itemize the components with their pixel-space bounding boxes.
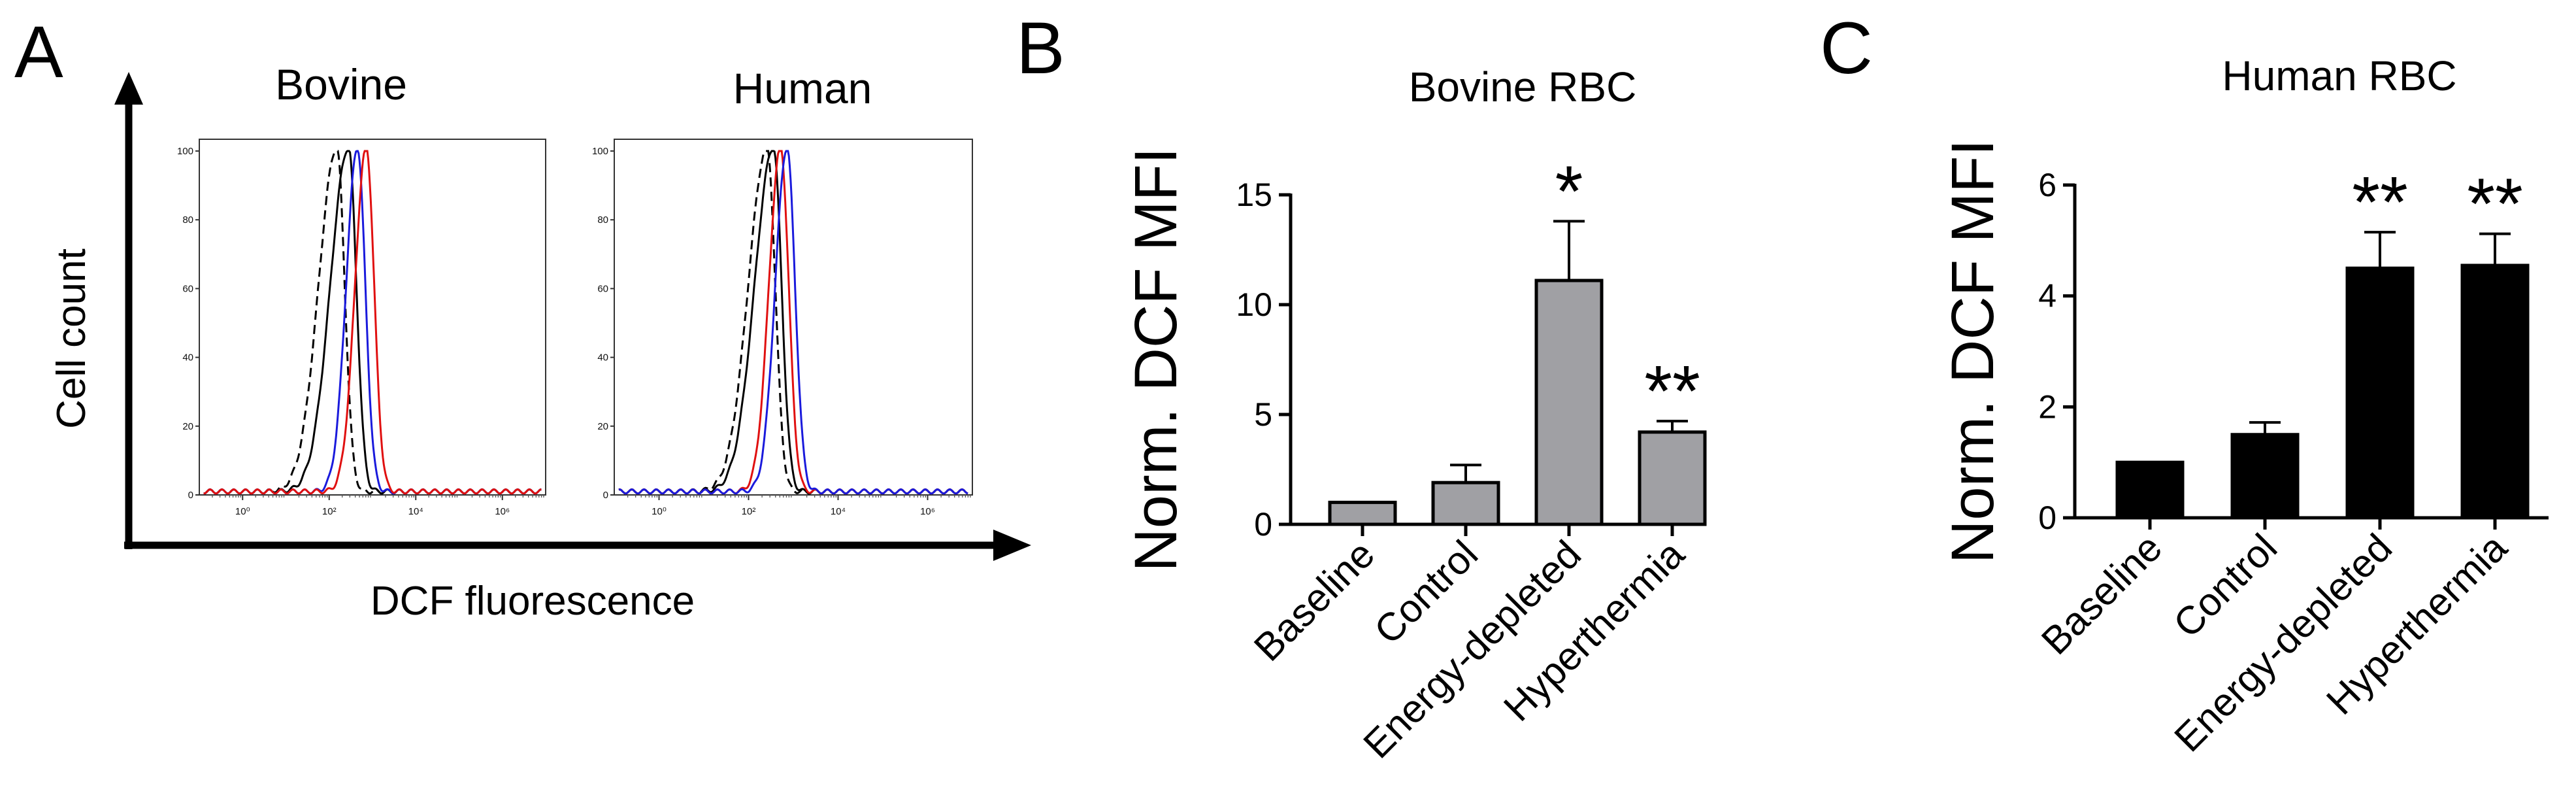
x-tick-label: 10⁴ <box>831 506 846 517</box>
y-axis-label: Norm. DCF MFI <box>1940 139 2006 564</box>
x-tick-label: 10⁴ <box>408 506 423 517</box>
bar-energy-depleted <box>1534 279 1604 526</box>
bar-control <box>1431 481 1500 526</box>
histogram-curve-blue <box>618 150 968 495</box>
panel-a-title-bovine: Bovine <box>275 60 407 109</box>
y-tick-label: 0 <box>603 490 608 501</box>
panel-a-y-axis-label: Cell count <box>49 248 94 429</box>
x-tick-label: 10⁰ <box>235 506 250 517</box>
bar-hyperthermia <box>1638 430 1707 526</box>
y-tick-label: 60 <box>597 283 608 294</box>
y-tick-label: 10 <box>1236 286 1272 323</box>
y-tick-label: 0 <box>1254 506 1272 543</box>
significance-marker: ** <box>1644 351 1700 431</box>
chart-title: Human RBC <box>2222 52 2456 99</box>
chart-title: Bovine RBC <box>1409 63 1637 110</box>
category-label: Baseline <box>1246 532 1383 669</box>
y-tick-label: 80 <box>182 214 193 226</box>
x-tick-label: 10⁶ <box>920 506 935 517</box>
x-tick-label: 10² <box>322 506 337 517</box>
category-label: Baseline <box>2033 526 2170 663</box>
bar-baseline <box>2115 460 2185 520</box>
y-tick-label: 6 <box>2038 167 2056 203</box>
histogram-frame <box>614 139 973 496</box>
y-axis-label: Norm. DCF MFI <box>1123 147 1189 571</box>
category-label: Hyperthermia <box>1495 532 1693 729</box>
histogram-curve-red <box>203 150 542 495</box>
x-tick-label: 10² <box>742 506 756 517</box>
panel-a-axes <box>114 72 1031 561</box>
y-tick-label: 80 <box>597 214 608 226</box>
y-tick-label: 40 <box>597 352 608 364</box>
y-tick-label: 20 <box>597 421 608 432</box>
y-tick-label: 0 <box>188 490 193 501</box>
y-tick-label: 60 <box>182 283 193 294</box>
x-tick-label: 10⁶ <box>495 506 510 517</box>
x-tick-label: 10⁰ <box>652 506 667 517</box>
y-tick-label: 100 <box>592 146 608 157</box>
y-tick-label: 15 <box>1236 177 1272 213</box>
bar-control <box>2230 433 2300 520</box>
y-tick-label: 20 <box>182 421 193 432</box>
bar-energy-depleted <box>2345 266 2415 520</box>
significance-marker: * <box>1555 151 1583 231</box>
panel-a-title-human: Human <box>733 64 872 112</box>
panel-label-a: A <box>14 11 63 93</box>
y-tick-label: 5 <box>1254 396 1272 433</box>
y-tick-label: 2 <box>2038 388 2056 425</box>
histogram-bovine: 0 20 40 60 80 100 10⁰ 10² 10⁴ 10⁶ <box>177 139 546 517</box>
category-label: Energy-depleted <box>2166 526 2400 760</box>
y-tick-label: 0 <box>2038 499 2056 536</box>
panel-label-c: C <box>1820 7 1873 89</box>
y-tick-label: 100 <box>177 146 193 157</box>
bar-hyperthermia <box>2460 263 2530 520</box>
panel-label-b: B <box>1016 7 1065 89</box>
histogram-human: 0 20 40 60 80 100 10⁰ 10² 10⁴ 10⁶ <box>592 139 973 517</box>
y-tick-label: 4 <box>2038 278 2056 314</box>
panel-a-x-axis-label: DCF fluorescence <box>371 579 695 624</box>
y-tick-label: 40 <box>182 352 193 364</box>
significance-marker: ** <box>2467 164 2523 245</box>
significance-marker: ** <box>2352 162 2408 243</box>
bar-baseline <box>1328 500 1397 526</box>
